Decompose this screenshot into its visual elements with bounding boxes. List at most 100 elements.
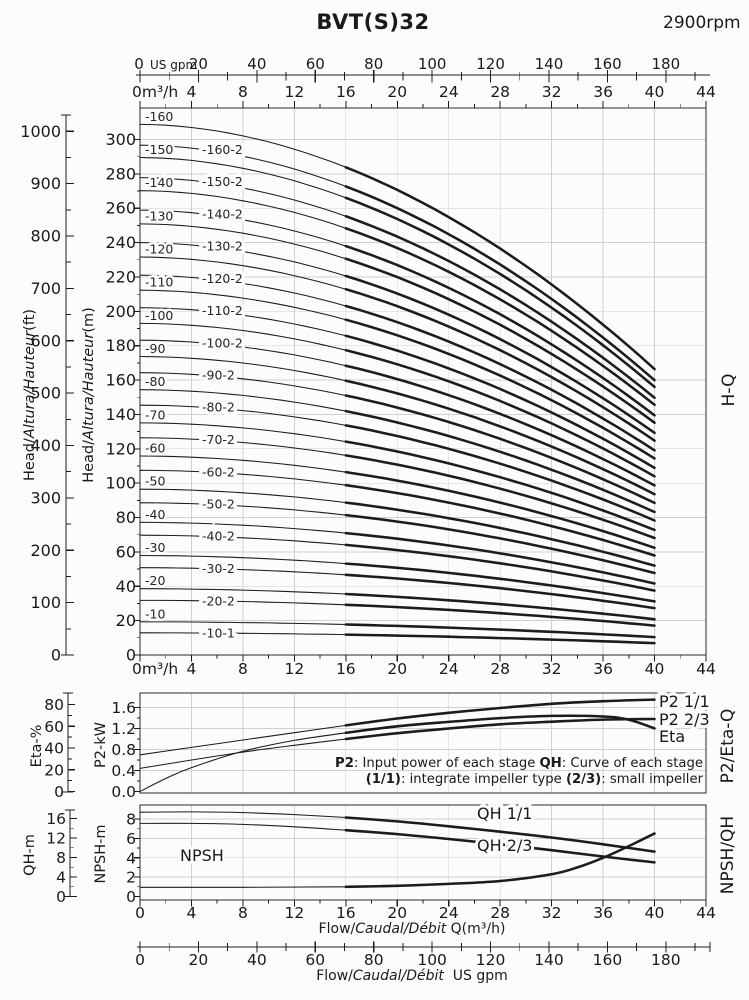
pump-curve (344, 440, 656, 532)
ft-tick-label: 800 (30, 227, 61, 246)
power-curve (139, 724, 347, 756)
pump-curve (344, 364, 656, 487)
npsh-tick-label: 2 (126, 869, 136, 887)
hq-axis-label: H-Q (719, 373, 739, 407)
p2-axis-label: P2-kW (93, 722, 109, 768)
npsh-tick-label: 4 (126, 849, 136, 867)
curve-label: -120 (145, 242, 173, 257)
m-tick-label: 220 (105, 267, 136, 286)
text-run: Head/ (81, 439, 97, 483)
text-run: : Input power of each stage (353, 756, 540, 771)
curve-label: -160-2 (202, 142, 243, 157)
m3h-tick-label: 4 (187, 904, 197, 922)
text-run: (1/1) (365, 771, 401, 787)
text-run: (ft) (22, 309, 38, 331)
curve-label: -10 (145, 606, 165, 621)
m-tick-label: 40 (116, 577, 136, 596)
pump-curve (139, 588, 347, 595)
pump-curve (139, 223, 347, 260)
pump-curve (139, 554, 347, 565)
text-run: (m) (81, 307, 97, 333)
pump-curve (139, 307, 347, 337)
pump-curve (344, 409, 656, 514)
power-curve (344, 714, 656, 735)
curve-label: -130 (145, 208, 173, 223)
m-tick-label: 160 (105, 371, 136, 390)
m-tick-label: 260 (105, 199, 136, 218)
series-label: P2 2/3 (659, 710, 710, 729)
curve-label: -60 (145, 441, 165, 456)
pump-curve (139, 422, 347, 443)
curve-label: -40 (145, 507, 165, 522)
pump-curve (139, 455, 347, 473)
npsh-tick-label: 8 (126, 811, 136, 829)
qh-axis-label: QH-m (22, 834, 38, 876)
series-label: QH 1/1 (477, 804, 532, 823)
curve-label: -80-2 (202, 400, 235, 415)
text-run: Flow/ (316, 968, 353, 984)
npsh-curve (139, 811, 347, 819)
pump-curve (139, 339, 347, 367)
p2-tick-label: 0.4 (111, 762, 136, 780)
m3h-tick-label: 24 (439, 660, 459, 678)
gpm-tick-label: 120 (476, 55, 505, 73)
npsh-tick-label: 6 (126, 830, 136, 848)
m3h-tick-label: 28 (490, 83, 510, 101)
pump-curve (139, 289, 347, 321)
npsh-qh-axis-label: NPSH/QH (718, 815, 738, 895)
ft-tick-label: 900 (30, 174, 61, 193)
m3h-tick-label: 0m³/h (132, 83, 178, 101)
ft-tick-label: 600 (30, 331, 61, 350)
curve-label: -10-1 (202, 626, 235, 641)
npsh-curve (344, 816, 656, 853)
rpm-label: 2900rpm (663, 13, 741, 33)
ft-tick-label: 400 (30, 436, 61, 455)
curve-label: -110 (145, 275, 173, 290)
text-run: US gpm (443, 968, 508, 984)
pump-curve (139, 156, 347, 199)
pump-curve (139, 322, 347, 351)
pump-curve (344, 214, 656, 400)
pump-curve (344, 543, 656, 592)
page-title: BVT(S)32 (316, 10, 430, 34)
curve-label: -100 (145, 308, 173, 323)
curve-label: -160 (145, 109, 173, 124)
pump-curve (344, 185, 656, 382)
pump-curve (139, 469, 347, 486)
series-label: Eta (659, 727, 685, 746)
npsh-tick-label: 0 (126, 888, 136, 906)
pump-curve (344, 227, 656, 407)
pump-curve (139, 123, 347, 168)
curve-label: -80 (145, 374, 165, 389)
ft-tick-label: 1000 (20, 122, 61, 141)
pump-curve (139, 389, 347, 412)
pump-curve (139, 488, 347, 504)
gpm-tick-label: 100 (417, 951, 447, 969)
m-tick-label: 80 (116, 508, 136, 527)
eta-tick-label: 0 (54, 783, 64, 801)
text-run: Altura/Hauteur (81, 332, 97, 440)
m-tick-label: 140 (105, 405, 136, 424)
gpm-tick-label: 160 (593, 951, 623, 969)
pump-curve (344, 603, 656, 627)
gpm-tick-label: 140 (535, 55, 564, 73)
curve-label: -50-2 (202, 497, 235, 512)
head-ft-axis-label: Head/Altura/Hauteur(ft) (22, 309, 38, 481)
gpm-tick-label: 120 (476, 951, 506, 969)
m-tick-label: 280 (105, 164, 136, 183)
pump-curve (344, 394, 656, 505)
pump-curve (344, 562, 656, 603)
pump-curve (344, 166, 656, 371)
pump-curve (344, 274, 656, 435)
flow-m3h-axis-title: Flow/Caudal/Débit Q(m³/h) (319, 921, 506, 937)
series-label: P2 1/1 (659, 692, 710, 711)
m3h-tick-label: 28 (490, 904, 510, 922)
pump-curve (344, 424, 656, 522)
series-label: NPSH (180, 846, 224, 865)
text-run: Caudal/Débit (355, 921, 447, 937)
power-curve (139, 738, 347, 769)
npsh-axis-label: NPSH-m (93, 824, 109, 884)
gpm-unit-label: US gpm (150, 58, 197, 72)
curve-label: -140 (145, 175, 173, 190)
p2-eta-q-axis-label: P2/Eta-Q (718, 708, 738, 784)
